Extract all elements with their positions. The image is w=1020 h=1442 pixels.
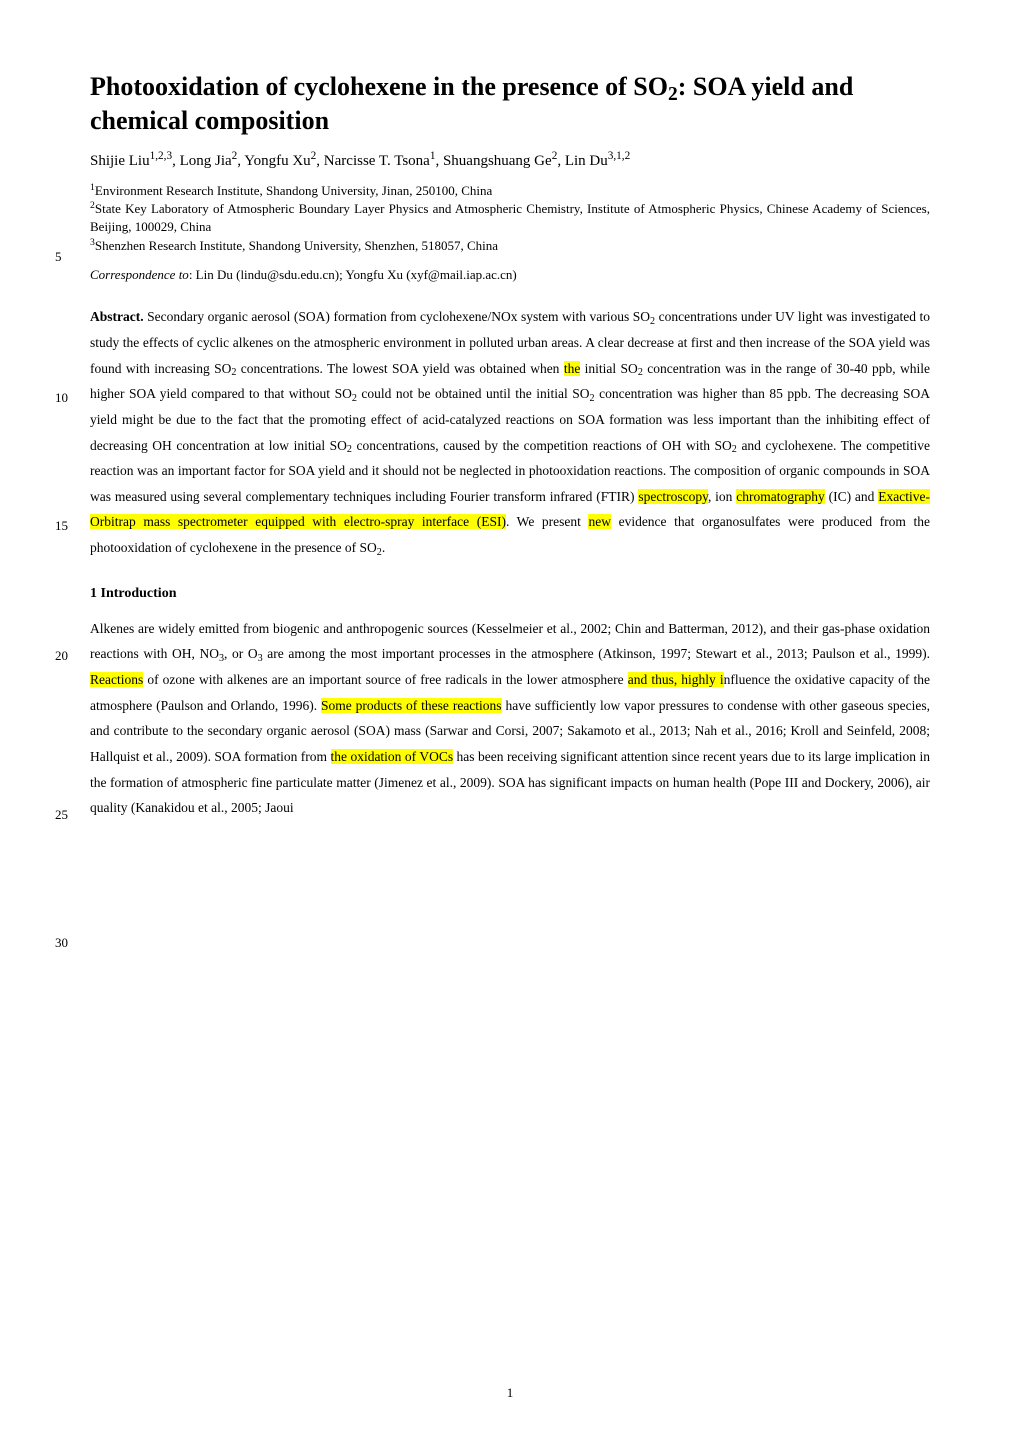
author-affil-sup: 2 <box>311 150 317 162</box>
correspondence-line: Correspondence to: Lin Du (lindu@sdu.edu… <box>90 265 930 285</box>
affil-text: State Key Laboratory of Atmospheric Boun… <box>90 201 930 234</box>
author-affil-sup: 2 <box>232 150 238 162</box>
sub-two: 2 <box>590 393 595 404</box>
abstract-text: . <box>382 540 385 555</box>
body-paragraph: Alkenes are widely emitted from biogenic… <box>90 616 930 821</box>
abstract-text: (IC) and <box>825 489 879 504</box>
highlight: Reactions <box>90 672 143 687</box>
line-number: 10 <box>55 388 68 408</box>
page-number: 1 <box>507 1383 514 1403</box>
author-name: Shijie Liu <box>90 153 150 169</box>
author-affil-sup: 1,2,3 <box>150 150 173 162</box>
affil-text: Environment Research Institute, Shandong… <box>95 183 492 198</box>
sub-two: 2 <box>377 547 382 558</box>
affiliation-line: 3Shenzhen Research Institute, Shandong U… <box>90 237 930 255</box>
section-heading: 1 Introduction <box>90 583 930 604</box>
body-text: , or O <box>224 646 258 661</box>
author-name: Narcisse T. Tsona <box>324 153 430 169</box>
title-sub: 2 <box>668 84 678 105</box>
abstract-text: could not be obtained until the initial … <box>357 386 590 401</box>
affil-sup: 3 <box>90 237 95 248</box>
sub-two: 2 <box>638 367 643 378</box>
correspondence-text: : Lin Du (lindu@sdu.edu.cn); Yongfu Xu (… <box>189 267 517 282</box>
sub-three: 3 <box>219 653 224 664</box>
paper-title: Photooxidation of cyclohexene in the pre… <box>90 70 930 138</box>
sub-two: 2 <box>231 367 236 378</box>
affiliation-line: 1Environment Research Institute, Shandon… <box>90 182 930 200</box>
abstract-text: concentrations, caused by the competitio… <box>352 438 732 453</box>
abstract-text: concentrations. The lowest SOA yield was… <box>236 361 563 376</box>
highlight: new <box>588 514 611 529</box>
sub-two: 2 <box>732 444 737 455</box>
author-name: Long Jia <box>180 153 232 169</box>
author-affil-sup: 2 <box>552 150 558 162</box>
authors-line: Shijie Liu1,2,3, Long Jia2, Yongfu Xu2, … <box>90 150 930 173</box>
abstract-text: initial SO <box>580 361 638 376</box>
author-affil-sup: 1 <box>430 150 436 162</box>
affil-text: Shenzhen Research Institute, Shandong Un… <box>95 238 498 253</box>
line-number: 15 <box>55 516 68 536</box>
highlight: the oxidation of VOCs <box>331 749 454 764</box>
sub-two: 2 <box>347 444 352 455</box>
title-text-pre: Photooxidation of cyclohexene in the pre… <box>90 72 668 101</box>
sub-two: 2 <box>352 393 357 404</box>
abstract-text: Secondary organic aerosol (SOA) formatio… <box>144 309 650 324</box>
affil-sup: 1 <box>90 182 95 193</box>
author-name: Yongfu Xu <box>244 153 310 169</box>
abstract-label: Abstract. <box>90 309 144 324</box>
abstract-text: . We present <box>506 514 589 529</box>
affiliations: 1Environment Research Institute, Shandon… <box>90 182 930 255</box>
highlight: the <box>564 361 581 376</box>
author-name: Lin Du <box>565 153 608 169</box>
line-number: 25 <box>55 805 68 825</box>
body-text: are among the most important processes i… <box>263 646 930 661</box>
body-text: of ozone with alkenes are an important s… <box>143 672 628 687</box>
affiliation-line: 2State Key Laboratory of Atmospheric Bou… <box>90 200 930 236</box>
highlight: and thus, highly i <box>628 672 724 687</box>
author-affil-sup: 3,1,2 <box>608 150 631 162</box>
correspondence-label: Correspondence to <box>90 267 189 282</box>
affil-sup: 2 <box>90 200 95 211</box>
sub-two: 2 <box>650 316 655 327</box>
abstract-text: , ion <box>708 489 736 504</box>
line-number: 5 <box>55 247 62 267</box>
line-number: 20 <box>55 646 68 666</box>
highlight: Some products of these reactions <box>321 698 502 713</box>
abstract: Abstract. Secondary organic aerosol (SOA… <box>90 304 930 560</box>
highlight: spectroscopy <box>638 489 708 504</box>
sub-three: 3 <box>258 653 263 664</box>
line-number: 30 <box>55 933 68 953</box>
author-name: Shuangshuang Ge <box>443 153 552 169</box>
highlight: chromatography <box>736 489 824 504</box>
